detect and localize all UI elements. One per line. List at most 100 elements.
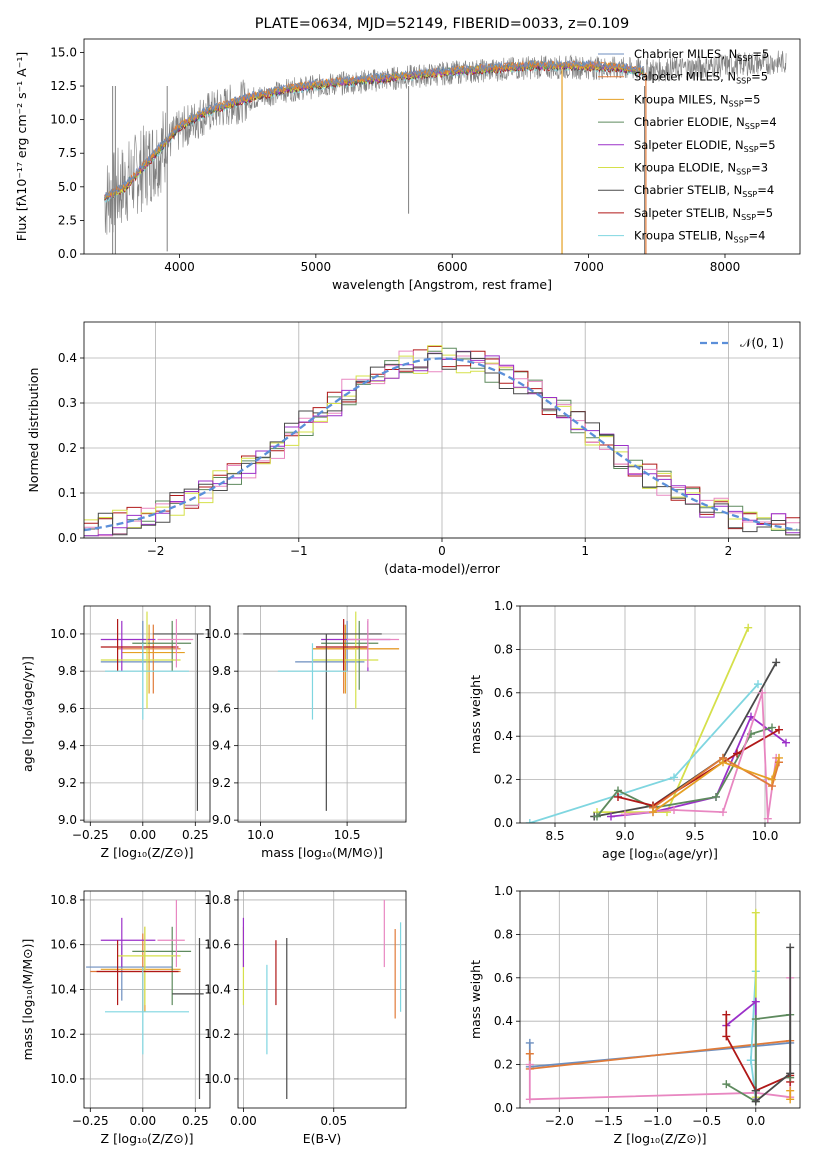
legend-tail: =4 [757,183,774,197]
x-tick-label: 2 [725,544,733,558]
x-tick-label: 9.0 [615,829,634,843]
legend-label: Kroupa ELODIE, NSSP=3 [634,161,768,177]
axes-frame [519,605,801,824]
legend-subscript: SSP [729,99,744,108]
y-tick-label: 0.4 [58,351,77,365]
panel-age_vs_mass: 10.0 10.5 9.0 9.2 9.4 9.6 9.8 10.0 mass [log₁₀(M… [204,605,407,860]
panel-residuals: −2 −1 0 1 2 0.0 0.1 0.2 0.3 0.4 (data-model)/error… [26,321,801,576]
series-marker [751,1097,760,1106]
x-tick-label: 10.0 [247,828,274,842]
legend-subscript: SSP [742,190,757,199]
series-line-chabrier_elodie [725,1013,792,1104]
panel-massweight_vs_z: −2.0 −1.5 −1.0 −0.5 0.0 0.0 0.2 0.4 0.6 0.8 1.0 Z [… [468,884,801,1146]
y-tick-label: 7.5 [58,146,77,160]
series-marker [614,792,622,801]
x-tick-label: 7000 [573,260,604,274]
y-axis-label: Flux [fλ10⁻¹⁷ erg cm⁻² s⁻¹ A⁻¹] [14,52,29,241]
x-tick-label: 9.5 [685,829,704,843]
legend-label: Kroupa MILES, NSSP=5 [634,92,760,108]
legend-subscript: SSP [744,145,759,154]
y-tick-label: 0.0 [494,1101,513,1115]
series-line-chabrier_elodie [596,726,773,818]
series-marker [763,814,772,823]
series-line-chabrier_stelib [754,947,792,1104]
series-marker [525,1095,534,1104]
series-marker [768,723,776,732]
y-tick-label: 10.8 [50,893,77,907]
y-tick-label: 10.0 [50,113,77,127]
plot-area [84,345,800,537]
x-axis-label: wavelength [Angstrom, rest frame] [332,277,552,292]
y-tick-label: 0.3 [58,396,77,410]
legend-tail: =5 [752,47,769,61]
y-axis-label: mass [log₁₀(M/M⊙)] [20,939,35,1061]
y-tick-label: 0.0 [494,816,513,830]
y-tick-label: 12.5 [50,79,77,93]
series-line-pink [624,692,778,819]
legend: Chabrier MILES, NSSP=5 Salpeter MILES, NS… [598,47,777,245]
series-marker [719,758,727,767]
axes-frame [83,321,801,539]
x-tick-label: 0.05 [320,1114,347,1128]
plot-area [104,50,787,254]
series-marker [751,908,760,917]
series-marker [722,1032,731,1041]
panel-mass_vs_z: −0.25 0.00 0.25 10.0 10.2 10.4 10.6 10.8 Z [log₁… [20,890,211,1146]
x-axis-label: age [log₁₀(age/yr)] [602,846,718,861]
series-marker [751,1086,760,1095]
plot-area [525,908,795,1106]
x-tick-label: 1 [581,544,589,558]
y-tick-label: 9.4 [212,739,231,753]
legend: 𝒩(0, 1) [700,336,784,350]
series-marker [751,1015,760,1024]
x-axis-label: mass [log₁₀(M/M⊙)] [261,845,383,860]
y-tick-label: 9.2 [58,776,77,790]
y-tick-label: 0.1 [58,486,77,500]
plot-area [86,899,204,1100]
series-marker [786,943,795,952]
legend-tail: =4 [760,115,777,129]
x-tick-label: −0.25 [72,828,109,842]
y-tick-label: 10.0 [50,627,77,641]
y-tick-label: 10.2 [50,1027,77,1041]
y-tick-label: 2.5 [58,213,77,227]
legend-label: Chabrier ELODIE, NSSP=4 [634,115,777,131]
legend-label: Chabrier STELIB, NSSP=4 [634,183,774,199]
series-marker [722,1080,731,1089]
plot-area [100,611,204,811]
y-tick-label: 10.0 [204,627,231,641]
series-marker [525,1038,534,1047]
legend-subscript: SSP [737,54,752,63]
y-tick-label: 0.6 [494,971,513,985]
x-tick-label: 6000 [437,260,468,274]
x-tick-label: 0.25 [182,828,209,842]
x-tick-label: −0.5 [692,1114,721,1128]
series-marker [670,773,678,782]
x-tick-label: 4000 [164,260,195,274]
series-line-kroupa_stelib [529,683,759,823]
y-tick-label: 15.0 [50,45,77,59]
series-marker [775,725,783,734]
chart-title: PLATE=0634, MJD=52149, FIBERID=0033, z=0… [255,16,629,32]
legend-tail: =5 [756,206,773,220]
panel-massweight_vs_age: 8.5 9.0 9.5 10.0 0.0 0.2 0.4 0.6 0.8 1.0 age [log₁… [468,599,801,861]
series-line-kroupa_miles [652,757,780,813]
y-tick-label: 10.8 [204,893,231,907]
y-tick-label: 10.4 [204,982,231,996]
y-tick-label: 0.0 [58,247,77,261]
y-axis-label: age [log₁₀(age/yr)] [20,656,35,772]
legend-tail: =4 [749,229,766,243]
x-tick-label: 8000 [710,260,741,274]
y-tick-label: 9.4 [58,739,77,753]
panel-age_vs_z: −0.25 0.00 0.25 9.0 9.2 9.4 9.6 9.8 10.0 Z [log₁₀… [20,605,211,860]
y-tick-label: 9.8 [58,664,77,678]
series-marker [722,1010,731,1019]
x-axis-label: E(B-V) [303,1131,342,1146]
y-tick-label: 9.2 [212,776,231,790]
y-tick-label: 10.0 [50,1072,77,1086]
legend-tail: =5 [759,138,776,152]
legend-label: Salpeter STELIB, NSSP=5 [634,206,773,222]
plot-area [243,611,400,811]
y-axis-label: mass weight [468,960,483,1039]
